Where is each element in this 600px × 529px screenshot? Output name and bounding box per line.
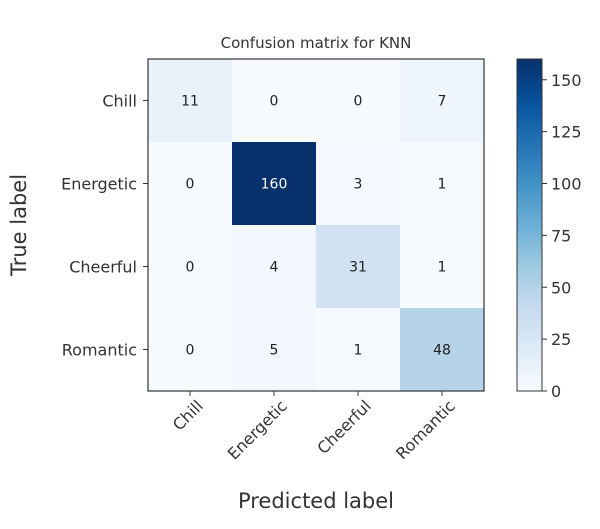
cell-value-label: 3 <box>354 177 363 193</box>
matrix-cell <box>316 225 401 309</box>
y-tick-label: Chill <box>102 92 137 111</box>
matrix-cell <box>316 59 401 143</box>
colorbar-tick-label: 0 <box>551 382 561 401</box>
matrix-cell <box>400 225 485 309</box>
matrix-cell <box>232 225 317 309</box>
cell-value-label: 4 <box>270 260 279 276</box>
cell-value-label: 48 <box>433 343 451 359</box>
matrix-cell <box>400 59 485 143</box>
colorbar-tick-label: 75 <box>551 226 571 245</box>
matrix-cell <box>148 225 233 309</box>
x-tick-label: Energetic <box>224 396 291 463</box>
cell-value-label: 0 <box>186 260 195 276</box>
cell-value-label: 31 <box>349 260 367 276</box>
matrix-cell <box>148 59 233 143</box>
chart-title: Confusion matrix for KNN <box>221 34 412 52</box>
matrix-cell <box>232 142 317 226</box>
colorbar-tick-label: 150 <box>551 71 582 90</box>
y-tick-label: Energetic <box>61 175 137 194</box>
y-tick-labels: Chill Energetic Cheerful Romantic <box>61 92 148 360</box>
matrix-cell <box>400 142 485 226</box>
cell-value-label: 0 <box>186 177 195 193</box>
y-axis-label: True label <box>7 174 31 277</box>
y-tick-label: Cheerful <box>69 258 137 277</box>
colorbar-tick-label: 25 <box>551 330 571 349</box>
x-tick-label: Cheerful <box>313 396 374 457</box>
matrix-cell <box>148 142 233 226</box>
matrix-cell <box>148 308 233 392</box>
matrix-cell <box>232 308 317 392</box>
cell-value-label: 0 <box>270 94 279 110</box>
x-tick-label: Romantic <box>392 396 459 463</box>
x-axis-label: Predicted label <box>238 489 394 513</box>
cell-value-label: 1 <box>438 260 447 276</box>
cell-value-label: 11 <box>181 94 199 110</box>
matrix-cell <box>400 308 485 392</box>
cell-value-label: 1 <box>354 343 363 359</box>
plot-frame <box>147 58 485 392</box>
colorbar-tick-label: 125 <box>551 123 582 142</box>
matrix-cell <box>232 59 317 143</box>
colorbar-ticks: 0 25 50 75 100 125 150 <box>542 71 582 401</box>
matrix-cells: 11 0 0 70 160 3 10 4 31 10 5 1 48 <box>148 59 485 392</box>
cell-value-label: 1 <box>438 177 447 193</box>
y-tick-label: Romantic <box>62 341 137 360</box>
colorbar-tick-label: 100 <box>551 175 582 194</box>
cell-value-label: 0 <box>186 343 195 359</box>
cell-value-label: 5 <box>270 343 279 359</box>
x-tick-labels: Chill Energetic Cheerful Romantic <box>169 391 459 464</box>
colorbar <box>516 58 543 392</box>
cell-value-label: 7 <box>438 94 447 110</box>
matrix-cell <box>316 142 401 226</box>
x-tick-label: Chill <box>169 396 207 434</box>
cell-value-label: 160 <box>261 177 288 193</box>
matrix-cell <box>316 308 401 392</box>
cell-value-label: 0 <box>354 94 363 110</box>
colorbar-tick-label: 50 <box>551 278 571 297</box>
